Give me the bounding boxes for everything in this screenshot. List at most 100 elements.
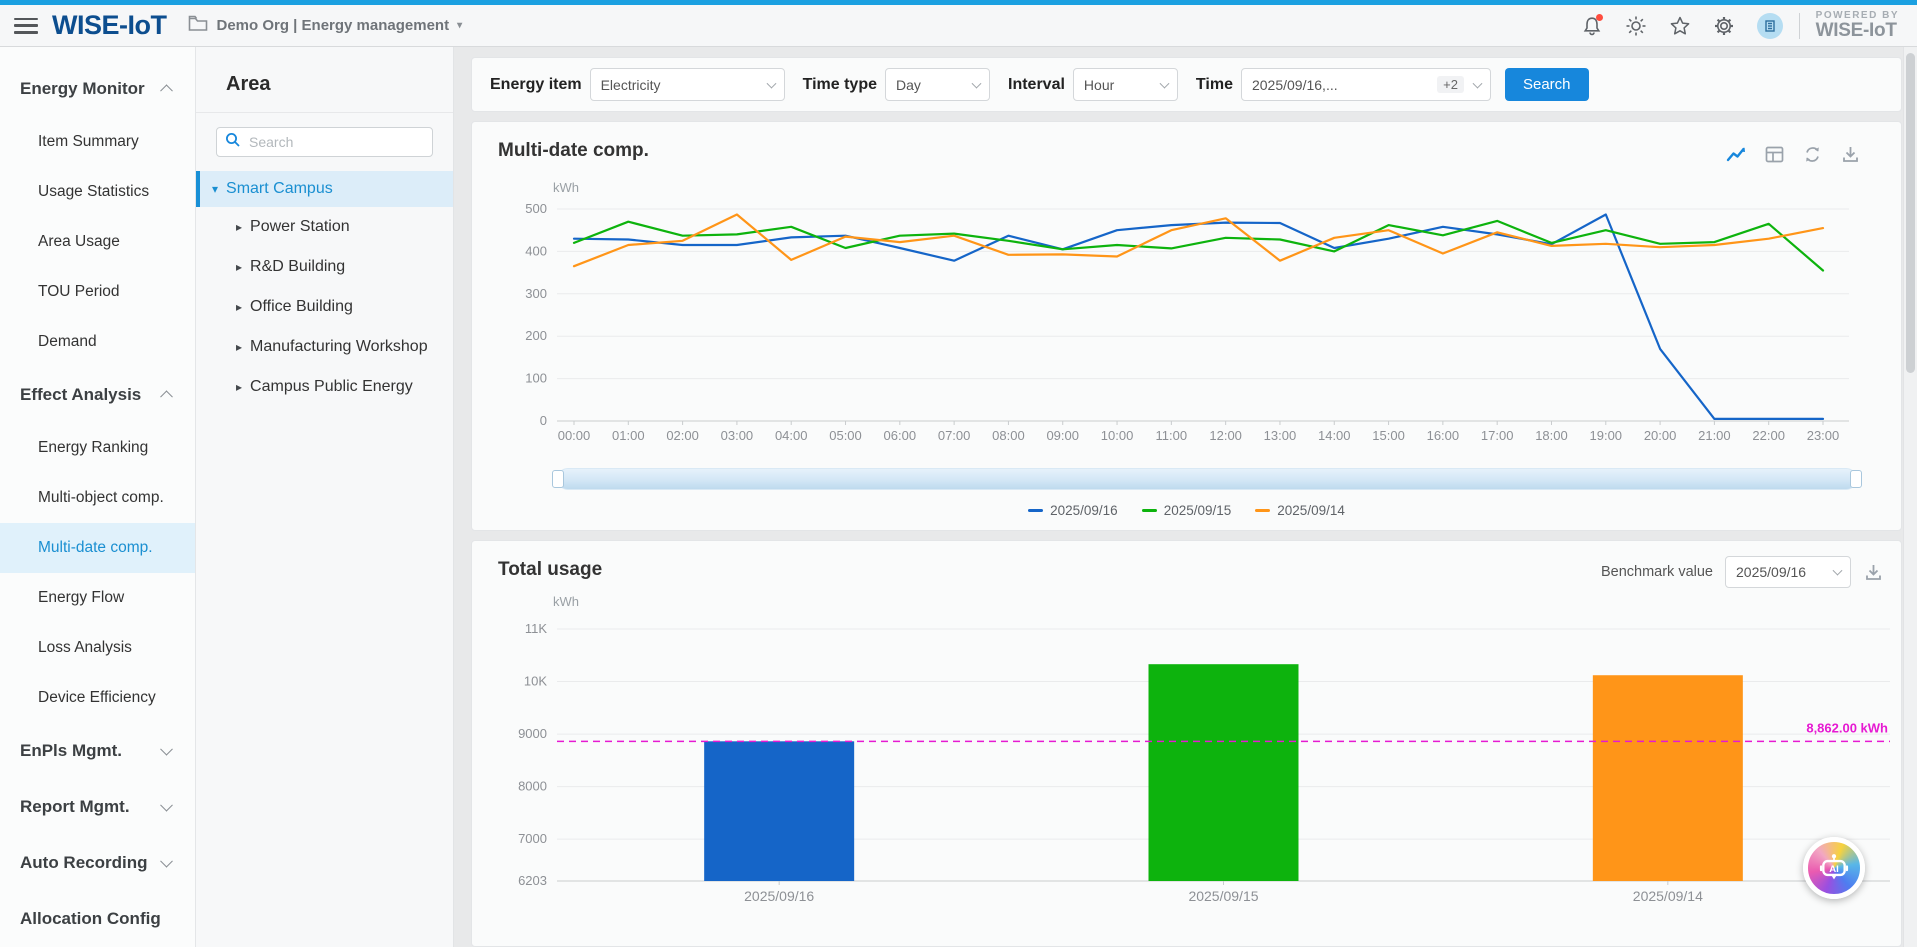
area-tree: ▾ Smart Campus ▸ Power Station ▸ R&D Building… <box>196 171 453 407</box>
refresh-icon[interactable] <box>1802 144 1823 165</box>
sidebar-item-tou-period[interactable]: TOU Period <box>38 283 120 300</box>
caret-right-icon[interactable]: ▸ <box>236 380 243 394</box>
legend-item-2025-09-16[interactable]: 2025/09/16 <box>1028 503 1118 518</box>
svg-text:02:00: 02:00 <box>666 428 699 443</box>
svg-text:6203: 6203 <box>518 873 547 888</box>
chevron-down-icon <box>766 78 777 89</box>
zoom-slider-left-handle[interactable] <box>552 470 564 488</box>
svg-text:06:00: 06:00 <box>884 428 917 443</box>
svg-text:8,862.00 kWh: 8,862.00 kWh <box>1806 720 1888 735</box>
time-type-label: Time type <box>802 75 877 93</box>
sidebar-item-demand[interactable]: Demand <box>38 333 97 350</box>
legend-item-2025-09-14[interactable]: 2025/09/14 <box>1255 503 1345 518</box>
svg-text:15:00: 15:00 <box>1372 428 1405 443</box>
sidebar-item-energy-flow[interactable]: Energy Flow <box>38 589 125 606</box>
energy-item-label: Energy item <box>490 75 582 93</box>
tree-node-campus-public-energy[interactable]: ▸ Campus Public Energy <box>196 367 453 407</box>
org-switcher[interactable]: Demo Org | Energy management ▾ <box>188 15 462 36</box>
tree-node-label: R&D Building <box>250 258 346 275</box>
area-divider <box>196 112 453 113</box>
svg-text:17:00: 17:00 <box>1481 428 1514 443</box>
svg-text:01:00: 01:00 <box>612 428 645 443</box>
tree-node-label: Manufacturing Workshop <box>250 338 428 355</box>
bar-panel-title: Total usage <box>498 559 603 580</box>
notifications-bell-icon[interactable] <box>1581 13 1603 37</box>
svg-text:03:00: 03:00 <box>721 428 754 443</box>
svg-text:300: 300 <box>525 286 547 301</box>
ai-assistant-button[interactable]: AI <box>1803 837 1865 899</box>
area-search-input[interactable] <box>249 134 430 150</box>
svg-text:22:00: 22:00 <box>1752 428 1785 443</box>
chevron-down-icon <box>160 798 173 812</box>
theme-sun-icon[interactable] <box>1625 15 1647 37</box>
sidebar-item-energy-ranking[interactable]: Energy Ranking <box>38 439 149 456</box>
svg-text:kWh: kWh <box>553 594 579 609</box>
energy-item-select[interactable]: Electricity <box>589 68 785 101</box>
sidebar-section-energy-monitor[interactable]: Energy Monitor <box>0 61 195 117</box>
vertical-scrollbar[interactable] <box>1903 47 1917 947</box>
svg-text:2025/09/14: 2025/09/14 <box>1633 888 1703 904</box>
sidebar-item-device-efficiency[interactable]: Device Efficiency <box>38 689 156 706</box>
menu-hamburger-icon[interactable] <box>14 17 38 34</box>
legend-item-2025-09-15[interactable]: 2025/09/15 <box>1141 503 1232 518</box>
search-icon <box>225 132 241 153</box>
sidebar-section-auto-recording[interactable]: Auto Recording <box>0 835 195 891</box>
time-select[interactable]: 2025/09/16,... +2 <box>1240 68 1491 101</box>
chevron-down-icon <box>160 742 173 756</box>
search-button[interactable]: Search <box>1504 68 1589 101</box>
interval-select[interactable]: Hour <box>1072 68 1178 101</box>
caret-right-icon[interactable]: ▸ <box>236 260 243 274</box>
chevron-up-icon <box>160 84 173 98</box>
legend-line-marker <box>1141 509 1157 512</box>
svg-text:20:00: 20:00 <box>1644 428 1677 443</box>
area-search-box[interactable] <box>216 127 433 157</box>
tree-node-smart-campus[interactable]: ▾ Smart Campus <box>196 171 453 207</box>
zoom-slider-right-handle[interactable] <box>1850 470 1862 488</box>
svg-text:0: 0 <box>540 413 547 428</box>
tree-node-power-station[interactable]: ▸ Power Station <box>196 207 453 247</box>
download-icon[interactable] <box>1863 562 1884 583</box>
legend-label: 2025/09/15 <box>1163 503 1232 518</box>
user-avatar[interactable] <box>1756 12 1783 39</box>
caret-down-icon[interactable]: ▾ <box>212 182 219 196</box>
download-icon[interactable] <box>1840 144 1861 165</box>
sidebar-item-area-usage[interactable]: Area Usage <box>38 233 120 250</box>
app-header: WISE-IoT Demo Org | Energy management ▾ … <box>0 5 1917 47</box>
area-panel-title: Area <box>226 73 271 95</box>
sidebar-section-label: EnPls Mgmt. <box>20 741 123 760</box>
sidebar-item-item-summary[interactable]: Item Summary <box>38 133 139 150</box>
svg-text:2025/09/16: 2025/09/16 <box>744 888 814 904</box>
tree-node-office-building[interactable]: ▸ Office Building <box>196 287 453 327</box>
line-chart-view-icon[interactable] <box>1726 144 1747 165</box>
chart-zoom-slider[interactable] <box>552 468 1862 490</box>
sidebar-section-allocation-config[interactable]: Allocation Config <box>0 891 195 947</box>
svg-text:200: 200 <box>525 328 547 343</box>
favorites-star-icon[interactable] <box>1669 15 1691 37</box>
sidebar-section-effect-analysis[interactable]: Effect Analysis <box>0 367 195 423</box>
sidebar-item-loss-analysis[interactable]: Loss Analysis <box>38 639 132 656</box>
sidebar-section-report-mgmt[interactable]: Report Mgmt. <box>0 779 195 835</box>
tree-node-label: Smart Campus <box>226 180 333 197</box>
caret-right-icon[interactable]: ▸ <box>236 340 243 354</box>
sidebar-item-multi-object-comp[interactable]: Multi-object comp. <box>38 489 164 506</box>
settings-gear-icon[interactable] <box>1713 15 1735 37</box>
sidebar-item-usage-statistics[interactable]: Usage Statistics <box>38 183 150 200</box>
ai-button-label: AI <box>1829 864 1839 875</box>
benchmark-date-select[interactable]: 2025/09/16 <box>1725 556 1851 588</box>
chevron-down-icon <box>1159 78 1170 89</box>
tree-node-r-d-building[interactable]: ▸ R&D Building <box>196 247 453 287</box>
tree-node-manufacturing-workshop[interactable]: ▸ Manufacturing Workshop <box>196 327 453 367</box>
chevron-down-icon <box>971 78 982 89</box>
multi-date-comp-panel: Multi-date comp. 0 100 200 300 400 500 kWh 00:0… <box>471 121 1902 531</box>
chevron-down-icon <box>1472 78 1483 89</box>
caret-right-icon[interactable]: ▸ <box>236 300 243 314</box>
svg-text:08:00: 08:00 <box>992 428 1025 443</box>
svg-text:07:00: 07:00 <box>938 428 971 443</box>
sidebar-item-multi-date-comp[interactable]: Multi-date comp. <box>0 523 195 573</box>
svg-text:05:00: 05:00 <box>829 428 862 443</box>
time-type-select[interactable]: Day <box>885 68 990 101</box>
caret-right-icon[interactable]: ▸ <box>236 220 243 234</box>
scrollbar-thumb[interactable] <box>1906 53 1915 373</box>
table-view-icon[interactable] <box>1764 144 1785 165</box>
sidebar-section-enpls-mgmt[interactable]: EnPls Mgmt. <box>0 723 195 779</box>
